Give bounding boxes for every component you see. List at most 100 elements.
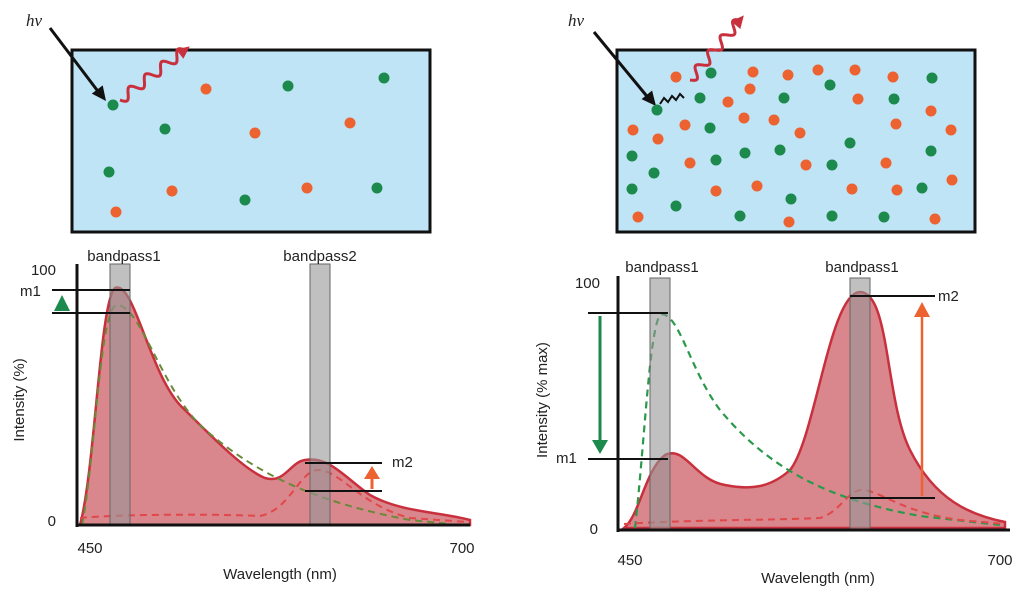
marker-label: m1	[556, 450, 577, 467]
molecule	[110, 206, 122, 218]
molecule	[794, 127, 806, 139]
emitted-photon	[119, 47, 186, 103]
molecule	[774, 144, 786, 156]
molecule	[670, 71, 682, 83]
molecule	[651, 104, 663, 116]
marker-label: m1	[20, 283, 41, 300]
marker-label: m2	[392, 454, 413, 471]
molecule	[378, 72, 390, 84]
molecule	[239, 194, 251, 206]
arrow-head	[641, 90, 656, 106]
molecule	[783, 216, 795, 228]
molecule	[812, 64, 824, 76]
molecule	[844, 137, 856, 149]
molecule	[626, 183, 638, 195]
molecule	[722, 96, 734, 108]
molecule	[159, 123, 171, 135]
arrow-head	[91, 85, 106, 101]
molecule	[710, 154, 722, 166]
molecule	[166, 185, 178, 197]
molecule	[627, 124, 639, 136]
molecule	[768, 114, 780, 126]
emitted-photon	[689, 18, 741, 82]
arrow-head	[176, 46, 190, 59]
excitation-arrow	[592, 31, 652, 101]
x-max-label: 700	[987, 552, 1012, 569]
molecule	[249, 127, 261, 139]
bandpass-label: bandpass2	[283, 248, 356, 265]
change-arrow	[914, 302, 930, 317]
x-min-label: 450	[617, 552, 642, 569]
molecule	[103, 166, 115, 178]
molecule	[738, 112, 750, 124]
molecule	[107, 99, 119, 111]
molecule	[888, 93, 900, 105]
x-axis-label: Wavelength (nm)	[761, 570, 875, 587]
molecule	[800, 159, 812, 171]
x-min-label: 450	[77, 540, 102, 557]
molecule	[945, 124, 957, 136]
molecule	[704, 122, 716, 134]
emission-area	[620, 290, 1007, 530]
change-arrow	[592, 440, 608, 454]
molecule	[826, 159, 838, 171]
molecule	[744, 83, 756, 95]
bandpass-window	[649, 277, 671, 531]
molecule	[925, 105, 937, 117]
molecule	[747, 66, 759, 78]
photon-label: hv	[568, 11, 585, 30]
molecule	[946, 174, 958, 186]
molecule	[670, 200, 682, 212]
shapes	[48, 15, 1010, 532]
molecule	[826, 210, 838, 222]
molecule	[916, 182, 928, 194]
molecule	[852, 93, 864, 105]
molecule	[705, 67, 717, 79]
bandpass-label: bandpass1	[625, 259, 698, 276]
molecule	[925, 145, 937, 157]
bandpass-window	[109, 263, 131, 526]
x-axis-label: Wavelength (nm)	[223, 566, 337, 583]
molecule	[878, 211, 890, 223]
molecule	[782, 69, 794, 81]
molecule	[626, 150, 638, 162]
bandpass-window	[309, 263, 331, 526]
molecule	[926, 72, 938, 84]
change-arrow	[364, 466, 380, 479]
emission-area	[78, 286, 472, 527]
molecule	[652, 133, 664, 145]
molecule	[849, 64, 861, 76]
molecule	[710, 185, 722, 197]
y-max-label: 100	[575, 275, 600, 292]
excitation-arrow	[48, 27, 102, 95]
fret-coupling	[659, 92, 685, 105]
bandpass-label: bandpass1	[87, 248, 160, 265]
y-axis-label: Intensity (% max)	[534, 342, 551, 458]
y-min-label: 0	[590, 521, 598, 538]
acceptor-dashed	[623, 488, 1006, 525]
sample-box	[70, 48, 432, 234]
molecule	[301, 182, 313, 194]
y-axis-label: Intensity (%)	[11, 358, 28, 441]
donor-dashed	[633, 312, 1001, 529]
x-max-label: 700	[449, 540, 474, 557]
molecule	[739, 147, 751, 159]
molecule	[887, 71, 899, 83]
molecule	[846, 183, 858, 195]
molecule	[734, 210, 746, 222]
bandpass-window	[849, 277, 871, 531]
molecule	[344, 117, 356, 129]
molecule	[200, 83, 212, 95]
bandpass-label: bandpass1	[825, 259, 898, 276]
molecule	[751, 180, 763, 192]
molecule	[632, 211, 644, 223]
y-max-label: 100	[31, 262, 56, 279]
molecule	[679, 119, 691, 131]
molecule	[778, 92, 790, 104]
change-arrow	[54, 295, 70, 311]
molecule	[648, 167, 660, 179]
y-min-label: 0	[48, 513, 56, 530]
molecule	[880, 157, 892, 169]
